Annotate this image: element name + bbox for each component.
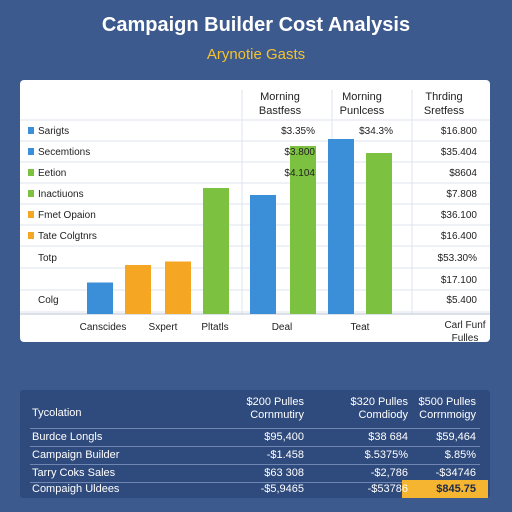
column-header: Morning [342,91,382,103]
bar [165,261,191,314]
table-header-col-1-line2: Cornmutiry [250,409,304,421]
table-header-col-1: $200 Pulles Cornmutiry [220,396,305,422]
data-label: $7.808 [446,189,477,200]
column-header: Bastfess [259,105,302,117]
data-label: $4.104 [284,168,315,179]
column-header: Thrding [425,91,462,103]
table-header-row: $200 Pulles Cornmutiry $320 Pulles Comdi… [20,396,490,426]
legend-label: Totp [38,253,57,264]
table-divider [30,446,480,447]
table-row: Campaign Builder -$1.458 $.5375% $.85% [20,446,490,464]
data-label: $17.100 [441,275,478,286]
data-label: $53.30% [438,253,478,264]
data-label: $16.800 [441,126,478,137]
legend-label: Eetion [38,168,66,179]
legend-swatch [28,169,34,176]
row-cell: -$2,786 [370,467,408,479]
chart-card: Canscides Sxpert Pltatls Deal Teat Sarigts Sec… [20,80,490,342]
x-tick-label: Sxpert [149,322,178,333]
row-label: Compaigh Uldees [32,483,120,495]
table-header-col-1-line1: $200 Pulles [246,396,305,408]
page-subtitle: Arynotie Gasts [206,46,306,63]
row-cell: $.5375% [364,449,408,461]
data-label: $34.3% [359,126,393,137]
x-tick-label: Deal [272,322,293,333]
row-label: Tarry Coks Sales [32,467,116,479]
row-cell: -$34746 [435,467,476,479]
row-label: Campaign Builder [32,449,120,461]
row-cell: -$53786 [367,483,408,495]
table-divider [30,464,480,465]
table-header-col-3-line1: $500 Pulles [418,396,477,408]
table-section-label: Tycolation [32,407,82,419]
table-row: Tarry Coks Sales $63 308 -$2,786 -$34746 [20,464,490,482]
row-cell: $59,464 [436,431,476,443]
x-tick-label: Canscides [80,322,127,333]
right-footer-label: Fulles [452,333,479,342]
table-divider [30,482,480,483]
table-row: Compaigh Uldees -$5,9465 -$53786 $845.75 [20,480,490,498]
table-divider [30,428,480,429]
row-cell: -$1.458 [266,449,304,461]
legend-swatch [28,232,34,239]
data-label: $36.100 [441,210,478,221]
table-row: Burdce Longls $95,400 $38 684 $59,464 [20,428,490,446]
bar [290,146,316,314]
column-header: Punlcess [340,105,385,117]
bar [203,188,229,314]
column-header: Sretfess [424,105,465,117]
legend-label: Sarigts [38,126,69,137]
row-cell: $.85% [444,449,476,461]
data-label: $3.35% [281,126,315,137]
data-label: $3.800 [284,147,315,158]
x-tick-label: Teat [351,322,370,333]
row-cell: -$5,9465 [260,483,304,495]
data-label: $16.400 [441,231,478,242]
chart-svg: Canscides Sxpert Pltatls Deal Teat Sarigts Sec… [20,90,490,342]
row-cell: $38 684 [368,431,408,443]
legend-label: Inactiuons [38,189,84,200]
table-header-col-2-line1: $320 Pulles [350,396,409,408]
row-cell: $95,400 [264,431,304,443]
legend-swatch [28,127,34,134]
legend-label: Fmet Opaion [38,210,96,221]
bar [250,195,276,314]
legend-label: Secemtions [38,147,90,158]
column-header: Morning [260,91,300,103]
bar [125,265,151,314]
bar [328,139,354,314]
row-label: Burdce Longls [32,431,103,443]
page-title: Campaign Builder Cost Analysis [101,14,411,36]
data-label: $35.404 [441,147,478,158]
right-footer-label: Carl Funf [444,320,485,331]
data-label: $8604 [449,168,477,179]
x-tick-label: Pltatls [201,322,228,333]
legend-swatch [28,148,34,155]
bar [366,153,392,314]
row-cell-highlighted: $845.75 [436,483,476,495]
highlight-cell-bg [402,480,488,498]
table-header-col-3: $500 Pulles Corrnmoigy [404,396,477,422]
legend-swatch [28,211,34,218]
legend-label: Colg [38,295,59,306]
row-cell: $63 308 [264,467,304,479]
data-label: $5.400 [446,295,477,306]
bar [87,282,113,314]
table-header-col-2: $320 Pulles Comdiody [310,396,409,422]
table-header-col-3-line2: Corrnmoigy [419,409,476,421]
table-header-col-2-line2: Comdiody [358,409,408,421]
legend-swatch [28,190,34,197]
summary-table: $200 Pulles Cornmutiry $320 Pulles Comdi… [20,390,490,498]
legend-label: Tate Colgtnrs [38,231,97,242]
